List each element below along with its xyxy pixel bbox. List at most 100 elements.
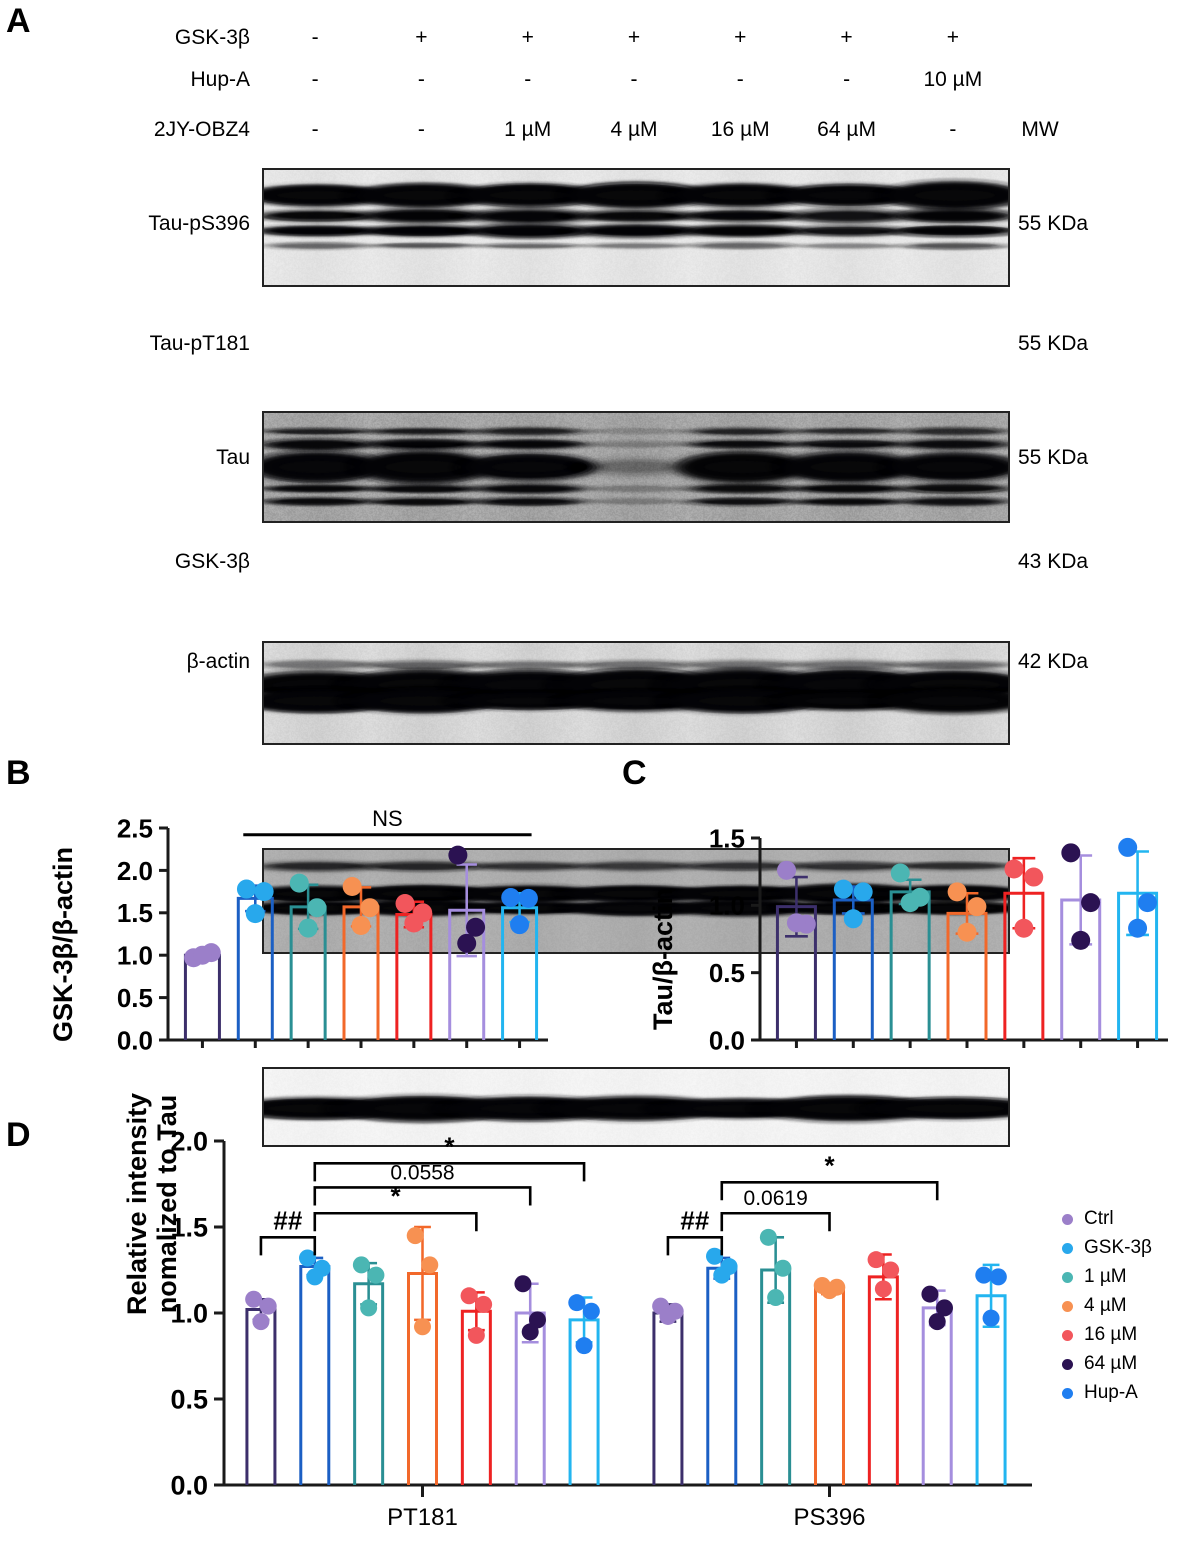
blot-header-cell-r1-c3: - bbox=[630, 68, 638, 91]
blot-image-1 bbox=[262, 411, 1010, 523]
blot-header-cell-r0-c1: + bbox=[415, 26, 428, 49]
legend-item-0[interactable]: Ctrl bbox=[1062, 1208, 1114, 1230]
blot-header-cell-r0-c3: + bbox=[627, 26, 641, 49]
panel-d-annotation-3: * bbox=[444, 1131, 455, 1161]
svg-text:1.0: 1.0 bbox=[709, 891, 745, 921]
legend-dot-icon-3 bbox=[1062, 1300, 1073, 1312]
blot-row-label-2: Tau bbox=[216, 446, 250, 469]
svg-text:0.5: 0.5 bbox=[117, 983, 153, 1013]
blot-header-cell-r2-c5: 64 µM bbox=[817, 118, 876, 141]
blot-header-cell-r1-c2: - bbox=[524, 68, 532, 91]
legend-item-6[interactable]: Hup-A bbox=[1062, 1382, 1138, 1404]
panel-c-y-axis-title: Tau/β-actin bbox=[648, 888, 678, 1030]
legend-item-2[interactable]: 1 µM bbox=[1062, 1266, 1127, 1288]
blot-row-mw-3: 43 KDa bbox=[1018, 550, 1089, 573]
legend-dot-icon-2 bbox=[1062, 1271, 1073, 1283]
panel-b-chart: 0.0 0.5 1.0 1.5 2.0 2.5 NS GSK-3β/β-actin bbox=[20, 780, 560, 1070]
blot-image-2 bbox=[262, 641, 1010, 745]
svg-text:0.5: 0.5 bbox=[170, 1385, 208, 1415]
legend-label-5: 64 µM bbox=[1084, 1353, 1138, 1374]
blot-header-label-0: GSK-3β bbox=[174, 26, 250, 49]
panel-b-y-axis-title: GSK-3β/β-actin bbox=[48, 847, 78, 1042]
blot-row-label-4: β-actin bbox=[186, 650, 250, 673]
blot-header-cell-r1-c4: - bbox=[736, 68, 744, 91]
blot-row-mw-2: 55 KDa bbox=[1018, 446, 1089, 469]
blot-header-cell-r0-c4: + bbox=[734, 26, 747, 49]
panel-d-annotation-1: * bbox=[391, 1181, 402, 1211]
blot-header-label-1: Hup-A bbox=[190, 68, 250, 91]
blot-header-cell-r2-c1: - bbox=[417, 118, 425, 141]
panel-d-chart: 0.0 0.5 1.0 1.5 2.0 PT181 PS396 ## * 0.0558 * ## 0.0… bbox=[120, 1093, 1040, 1555]
legend-item-3[interactable]: 4 µM bbox=[1062, 1295, 1127, 1317]
blot-header-cell-r1-c5: - bbox=[843, 68, 851, 91]
legend-dot-icon-0 bbox=[1062, 1213, 1073, 1225]
blot-header-cell-r2-c4: 16 µM bbox=[710, 118, 770, 141]
panel-d-annotation-0: ## bbox=[273, 1205, 302, 1235]
blot-header-cell-r1-c0: - bbox=[311, 68, 319, 91]
svg-text:2.0: 2.0 bbox=[170, 1127, 208, 1157]
svg-text:0.0: 0.0 bbox=[117, 1025, 153, 1055]
blot-image-0 bbox=[262, 168, 1010, 287]
svg-text:1.0: 1.0 bbox=[170, 1299, 208, 1329]
svg-text:0.5: 0.5 bbox=[709, 958, 745, 988]
legend-label-4: 16 µM bbox=[1084, 1324, 1138, 1345]
svg-text:1.5: 1.5 bbox=[709, 823, 745, 853]
blot-header-label-2: 2JY-OBZ4 bbox=[153, 118, 250, 141]
panel-d-group-label-0: PT181 bbox=[387, 1504, 458, 1531]
panel-d-annotation-4: ## bbox=[680, 1205, 709, 1235]
blot-header-cell-r0-c5: + bbox=[840, 26, 853, 49]
legend-dot-icon-4 bbox=[1062, 1329, 1073, 1341]
panel-d-annotation-6: * bbox=[824, 1150, 835, 1180]
blot-rows-container: Tau-pS396 55 KDa Tau-pT181 55 KDa Tau 55 KDa G… bbox=[0, 0, 1200, 1147]
blot-image-3 bbox=[262, 848, 1010, 954]
panel-d-annotation-5: 0.0619 bbox=[744, 1187, 808, 1210]
blot-row-mw-4: 42 KDa bbox=[1018, 650, 1089, 673]
blot-header-cell-r0-c0: - bbox=[311, 26, 319, 49]
legend-dot-icon-5 bbox=[1062, 1358, 1073, 1370]
svg-text:0.0: 0.0 bbox=[709, 1025, 745, 1055]
legend-label-0: Ctrl bbox=[1084, 1208, 1114, 1229]
legend-label-2: 1 µM bbox=[1084, 1266, 1127, 1287]
blot-row-label-1: Tau-pT181 bbox=[149, 332, 250, 355]
blot-row-mw-0: 55 KDa bbox=[1018, 211, 1089, 235]
legend-item-5[interactable]: 64 µM bbox=[1062, 1353, 1137, 1375]
blot-header-cell-r0-c2: + bbox=[521, 26, 534, 49]
svg-text:2.0: 2.0 bbox=[117, 856, 153, 886]
blot-header-cell-r2-c6: - bbox=[949, 118, 957, 141]
svg-text:1.5: 1.5 bbox=[117, 898, 153, 928]
panel-d-y-axis-title-line-0: Relative intensity bbox=[122, 1092, 152, 1315]
panel-d-y-axis-title: Relative intensity nomalized to Tau bbox=[122, 1093, 182, 1315]
blot-image-4 bbox=[262, 1067, 1010, 1147]
blot-header-cell-r2-c3: 4 µM bbox=[610, 118, 658, 141]
blot-row-mw-1: 55 KDa bbox=[1018, 332, 1089, 355]
panel-letter-d: D bbox=[6, 1116, 31, 1154]
legend-label-1: GSK-3β bbox=[1084, 1237, 1152, 1258]
svg-text:1.0: 1.0 bbox=[117, 941, 153, 971]
svg-text:1.5: 1.5 bbox=[170, 1213, 208, 1243]
panel-letter-c: C bbox=[622, 754, 647, 792]
legend-label-6: Hup-A bbox=[1084, 1382, 1138, 1403]
blot-header-cell-r0-c6: + bbox=[946, 26, 959, 49]
svg-text:2.5: 2.5 bbox=[117, 813, 153, 843]
panel-c-chart: 0.0 0.5 1.0 1.5 Tau/β-actin bbox=[636, 780, 1176, 1070]
panel-b-svg: 0.0 0.5 1.0 1.5 2.0 2.5 NS bbox=[117, 806, 548, 1055]
legend-dot-icon-1 bbox=[1062, 1242, 1073, 1254]
panel-letter-b: B bbox=[6, 754, 31, 792]
legend-dot-icon-6 bbox=[1062, 1387, 1073, 1399]
panel-letter-a: A bbox=[6, 2, 31, 40]
panel-d-y-axis-title-line-1: nomalized to Tau bbox=[152, 1094, 183, 1314]
blot-header-mw: MW bbox=[1021, 118, 1059, 141]
panel-d-group-label-1: PS396 bbox=[793, 1504, 865, 1531]
legend-item-4[interactable]: 16 µM bbox=[1062, 1324, 1137, 1346]
blot-header-cell-r2-c2: 1 µM bbox=[504, 118, 552, 141]
blot-header-cell-r2-c0: - bbox=[311, 118, 319, 141]
blot-header-cell-r1-c6: 10 µM bbox=[923, 68, 983, 91]
blot-header-cell-r1-c1: - bbox=[417, 68, 425, 91]
svg-text:0.0: 0.0 bbox=[170, 1471, 208, 1501]
panel-d-annotation-2: 0.0558 bbox=[390, 1161, 454, 1184]
blot-header-table: GSK-3β - + + + + + + Hup-A - - - - - - 10 µM 2JY-OBZ4 - - 1… bbox=[0, 0, 1200, 150]
panel-b-ns-label: NS bbox=[372, 806, 403, 831]
blot-row-label-3: GSK-3β bbox=[174, 550, 250, 573]
legend-item-1[interactable]: GSK-3β bbox=[1062, 1237, 1152, 1259]
